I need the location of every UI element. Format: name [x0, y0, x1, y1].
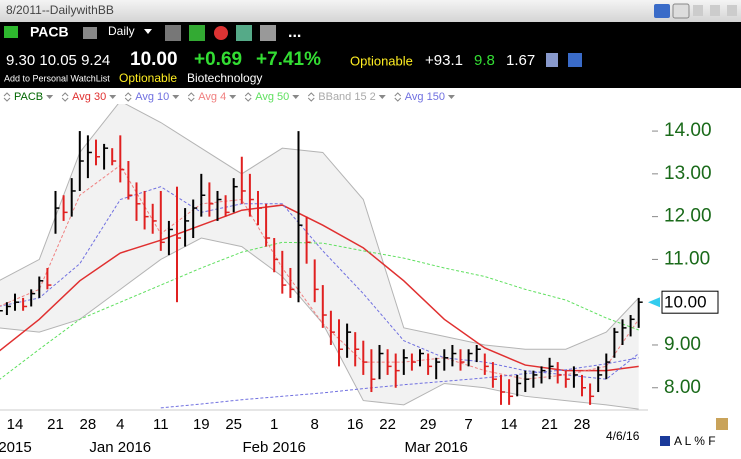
legend-entry: Avg 4: [198, 91, 226, 103]
y-tick-label: 12.00: [664, 206, 712, 227]
change-pct: +7.41%: [256, 49, 321, 70]
alarm-icon[interactable]: [214, 26, 228, 40]
legend: PACB Avg 30 Avg 10 Avg 4 Avg 50 BBand 15 2 Avg…: [3, 91, 455, 103]
change: +0.69: [194, 49, 242, 70]
band-upper: [0, 104, 640, 350]
legend-bar: [0, 88, 741, 104]
y-tick-label: 11.00: [664, 248, 710, 269]
legend-entry: Avg 10: [135, 91, 169, 103]
x-tick-label: 21: [541, 416, 558, 433]
title-bar: [0, 0, 741, 22]
y-tick-label: 9.00: [664, 334, 701, 355]
legend-arrow: [124, 92, 132, 102]
restore[interactable]: [710, 5, 720, 16]
ohl: 9.30 10.05 9.24: [6, 52, 110, 69]
note-icon[interactable]: [236, 25, 252, 41]
x-month-label: Feb 2016: [243, 439, 306, 456]
x-month-label: 2015: [0, 439, 32, 456]
save-icon[interactable]: [568, 53, 582, 67]
x-tick-label: 28: [574, 416, 591, 433]
x-tick-label: 29: [420, 416, 437, 433]
minimize[interactable]: [693, 5, 703, 16]
legend-entry: Avg 150: [405, 91, 445, 103]
tools-icon[interactable]: [165, 25, 181, 41]
x-tick-label: 14: [7, 416, 24, 433]
ratio: 1.67: [506, 52, 535, 69]
close[interactable]: [727, 5, 737, 16]
t-button[interactable]: [672, 3, 690, 19]
x-tick-label: 1: [270, 416, 278, 433]
interval-dropdown[interactable]: [144, 29, 152, 34]
interval[interactable]: Daily: [108, 24, 135, 38]
optionable-tag: Optionable: [119, 71, 177, 85]
legend-entry: Avg 50: [255, 91, 289, 103]
optionable: Optionable: [350, 53, 413, 68]
watchlist-link[interactable]: Add to Personal WatchList: [4, 73, 110, 83]
legend-entry: BBand 15 2: [318, 91, 376, 103]
rank: +93.1: [425, 52, 463, 69]
x-tick-label: 4: [116, 416, 124, 433]
legend-arrow: [244, 92, 252, 102]
legend-arrow: [61, 92, 69, 102]
legend-entry: Avg 30: [72, 91, 106, 103]
average-line: [0, 204, 639, 372]
x-tick-label: 11: [153, 416, 169, 433]
x-tick-label: 22: [379, 416, 396, 433]
symbol[interactable]: PACB: [30, 24, 69, 40]
add-button[interactable]: [4, 26, 18, 38]
average-line: [0, 186, 640, 380]
eps: 9.8: [474, 52, 495, 69]
y-tick-label: 14.00: [664, 120, 712, 141]
status-date: 4/6/16: [606, 429, 640, 443]
x-tick-label: 21: [47, 416, 64, 433]
legend-dropdown[interactable]: [46, 95, 54, 99]
x-tick-label: 16: [347, 416, 364, 433]
y-tick-label: 8.00: [664, 377, 701, 398]
y-tick-label: 13.00: [664, 163, 712, 184]
status-buttons[interactable]: A L % F: [674, 434, 716, 448]
legend-arrow: [394, 92, 402, 102]
x-month-label: Jan 2016: [89, 439, 151, 456]
legend-dropdown[interactable]: [229, 95, 237, 99]
draw-tool[interactable]: [716, 418, 728, 430]
x-tick-label: 25: [225, 416, 242, 433]
bars-icon[interactable]: [189, 25, 205, 41]
legend-arrow: [3, 92, 11, 102]
last-price: 10.00: [130, 49, 178, 70]
average-line: [160, 357, 639, 409]
price-label: 10.00: [664, 293, 707, 312]
legend-dropdown[interactable]: [109, 95, 117, 99]
s-button[interactable]: [654, 4, 670, 18]
plot: [0, 104, 643, 410]
x-tick-label: 19: [193, 416, 210, 433]
x-tick-label: 7: [464, 416, 472, 433]
print-icon[interactable]: [83, 27, 97, 39]
legend-arrow: [307, 92, 315, 102]
legend-arrow: [187, 92, 195, 102]
band-fill: [0, 104, 639, 410]
layout-icon[interactable]: [260, 25, 276, 41]
price-box: [661, 290, 719, 314]
legend-dropdown[interactable]: [447, 95, 455, 99]
legend-dropdown[interactable]: [292, 95, 300, 99]
price-marker: [648, 297, 660, 308]
window-title: 8/2011--DailywithBB: [6, 3, 114, 17]
legend-dropdown[interactable]: [172, 95, 180, 99]
more[interactable]: ...: [288, 24, 301, 41]
average-line: [0, 241, 639, 380]
legend-dropdown[interactable]: [378, 95, 386, 99]
header-bg: [0, 22, 741, 88]
legend-entry: PACB: [14, 91, 43, 103]
db-icon[interactable]: [546, 53, 558, 67]
industry: Biotechnology: [187, 71, 262, 85]
x-tick-label: 14: [501, 416, 518, 433]
status-icon[interactable]: [660, 436, 670, 446]
x-month-label: Mar 2016: [405, 439, 468, 456]
x-tick-label: 8: [311, 416, 319, 433]
x-tick-label: 28: [80, 416, 97, 433]
axes: 8.009.0010.0011.0012.0013.0014.0010.0014…: [0, 120, 719, 456]
